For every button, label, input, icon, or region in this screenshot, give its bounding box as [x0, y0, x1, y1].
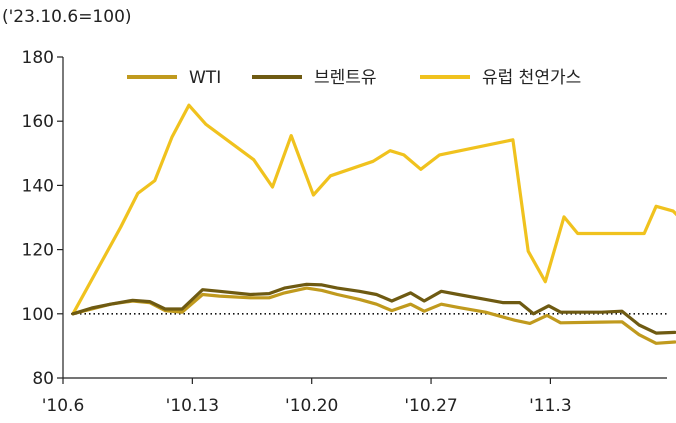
legend-label-0: WTI — [189, 68, 221, 88]
legend: WTI 브렌트유 유럽 천연가스 — [127, 68, 581, 88]
y-tick-label: 120 — [22, 241, 54, 261]
legend-label-2: 유럽 천연가스 — [482, 68, 581, 88]
y-tick-label: 80 — [32, 369, 54, 389]
x-axis: '10.6 '10.13 '10.20 '10.27 '11.3 — [42, 377, 667, 416]
y-tick-label: 100 — [22, 305, 54, 325]
series-group — [71, 103, 676, 345]
series-line-1 — [71, 282, 676, 335]
series-line-0 — [71, 286, 676, 345]
x-tick-label: '10.27 — [404, 396, 457, 416]
x-tick-label: '10.6 — [42, 396, 85, 416]
y-tick-label: 160 — [22, 112, 54, 132]
y-tick-label: 180 — [22, 48, 54, 68]
y-axis: 80 100 120 140 160 180 — [22, 48, 64, 389]
unit-label: ('23.10.6=100) — [2, 7, 132, 27]
legend-label-1: 브렌트유 — [314, 68, 377, 88]
y-tick-label: 140 — [22, 176, 54, 196]
x-tick-label: '11.3 — [529, 396, 572, 416]
x-tick-label: '10.13 — [166, 396, 219, 416]
x-tick-label: '10.20 — [285, 396, 338, 416]
series-line-2 — [71, 103, 676, 316]
